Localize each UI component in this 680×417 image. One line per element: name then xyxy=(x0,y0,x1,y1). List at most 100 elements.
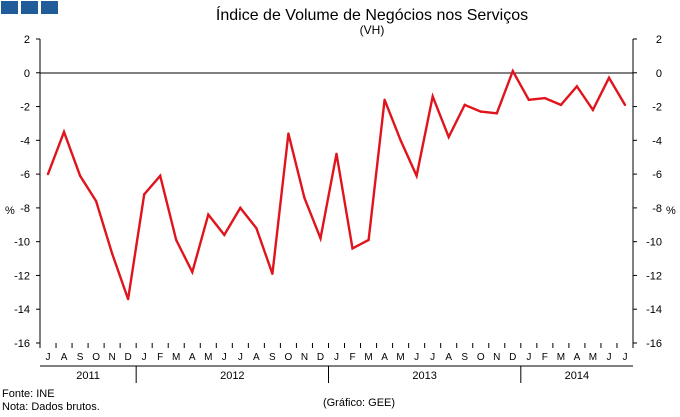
month-label: O xyxy=(285,352,293,363)
data-point xyxy=(335,152,338,156)
y-tick-label-right: 0 xyxy=(656,68,662,80)
month-label: J xyxy=(606,352,611,363)
month-label: M xyxy=(589,352,597,363)
month-label: M xyxy=(557,352,565,363)
data-point xyxy=(62,130,66,134)
month-label: O xyxy=(92,352,100,363)
month-label: J xyxy=(222,352,227,363)
y-tick-label-left: -2 xyxy=(20,102,30,114)
data-point xyxy=(271,272,274,275)
series-group xyxy=(46,68,627,301)
month-label: D xyxy=(317,352,324,363)
year-labels: 2011 2012 2013 2014 xyxy=(76,366,589,383)
month-label: N xyxy=(301,352,308,363)
year-label: 2014 xyxy=(565,370,589,382)
year-label: 2013 xyxy=(412,370,436,382)
logo xyxy=(1,1,58,14)
month-label: J xyxy=(46,352,51,363)
y-tick-label-left: -16 xyxy=(14,338,30,350)
month-label: M xyxy=(364,352,372,363)
month-label: A xyxy=(253,352,260,363)
data-point xyxy=(479,110,482,113)
y-tick-label-left: -8 xyxy=(20,203,30,215)
month-label: S xyxy=(461,352,468,363)
month-label: M xyxy=(396,352,404,363)
month-label: F xyxy=(349,352,355,363)
data-point xyxy=(527,98,531,102)
month-label: A xyxy=(381,352,388,363)
data-point xyxy=(175,238,178,242)
month-label: J xyxy=(334,352,339,363)
month-label: F xyxy=(542,352,548,363)
year-label: 2012 xyxy=(220,370,244,382)
data-point xyxy=(511,69,514,73)
month-ticks xyxy=(39,343,634,348)
data-point xyxy=(319,237,322,240)
data-point xyxy=(287,132,290,135)
data-point xyxy=(351,247,354,250)
y-axis-label-left: % xyxy=(5,205,15,217)
y-tick-label-left: -12 xyxy=(14,270,30,282)
y-tick-label-left: 0 xyxy=(24,68,30,80)
credit-text: (Gráfico: GEE) xyxy=(323,397,395,409)
y-tick-label-right: -4 xyxy=(652,135,662,147)
data-point xyxy=(607,76,611,80)
month-label: S xyxy=(77,352,84,363)
data-point xyxy=(207,213,210,216)
data-point xyxy=(223,233,226,237)
y-tick-label-right: -10 xyxy=(646,237,662,249)
y-tick-label-left: -10 xyxy=(14,237,30,249)
y-tick-label-right: 2 xyxy=(656,34,662,46)
data-point xyxy=(367,238,370,242)
data-point xyxy=(255,226,258,230)
y-tick-label-right: -14 xyxy=(646,304,662,316)
month-label: D xyxy=(125,352,132,363)
y-tick-label-left: -6 xyxy=(20,169,30,181)
y-tick-label-right: -8 xyxy=(652,203,662,215)
data-point xyxy=(110,252,114,255)
y-ticks-right: 2 0 -2 -4 -6 -8 -10 -12 -14 -16 xyxy=(633,34,662,350)
y-tick-label-right: -16 xyxy=(646,338,662,350)
data-point xyxy=(559,103,563,107)
month-label: D xyxy=(509,352,516,363)
month-label: A xyxy=(574,352,581,363)
month-label: J xyxy=(622,352,627,363)
y-axis-label-right: % xyxy=(666,205,676,217)
data-point xyxy=(575,85,579,88)
y-tick-label-right: -6 xyxy=(652,169,662,181)
logo-square-2 xyxy=(21,1,38,14)
data-point xyxy=(463,103,466,107)
month-label: J xyxy=(238,352,243,363)
chart-title: Índice de Volume de Negócios nos Serviço… xyxy=(216,5,528,24)
y-tick-label-left: -14 xyxy=(14,304,30,316)
data-point xyxy=(303,196,306,199)
month-label: F xyxy=(157,352,163,363)
data-point xyxy=(94,199,98,203)
data-point xyxy=(142,193,146,196)
series-line xyxy=(46,68,627,300)
note-text: Nota: Dados brutos. xyxy=(2,401,100,413)
month-label: J xyxy=(414,352,419,363)
data-point xyxy=(591,108,595,112)
data-point xyxy=(399,139,402,142)
y-tick-label-right: -2 xyxy=(652,102,662,114)
month-label: M xyxy=(172,352,180,363)
month-label: N xyxy=(109,352,116,363)
y-tick-label-left: -4 xyxy=(20,135,30,147)
data-point xyxy=(543,96,547,100)
data-point xyxy=(447,135,450,139)
month-label: M xyxy=(204,352,212,363)
data-point xyxy=(159,174,162,177)
data-point xyxy=(495,112,498,115)
data-point xyxy=(126,297,130,301)
year-label: 2011 xyxy=(76,370,100,382)
data-point xyxy=(383,98,386,102)
month-label: O xyxy=(477,352,485,363)
month-label: J xyxy=(526,352,531,363)
data-point xyxy=(239,206,242,210)
month-label: J xyxy=(142,352,147,363)
data-point xyxy=(78,174,82,177)
data-point xyxy=(415,174,418,177)
month-label: A xyxy=(61,352,68,363)
